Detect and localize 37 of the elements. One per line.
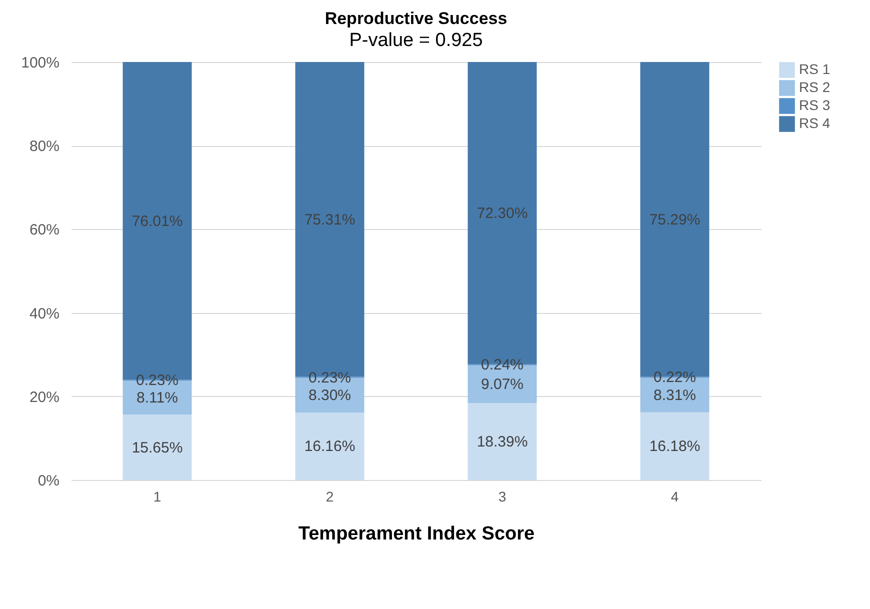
legend-label: RS 2 <box>799 79 830 95</box>
x-tick-label: 3 <box>498 488 506 504</box>
bar <box>468 403 537 480</box>
bar <box>295 412 364 480</box>
y-tick-label: 80% <box>29 138 60 156</box>
y-tick-label: 60% <box>29 222 60 239</box>
data-label: 18.39% <box>476 434 528 451</box>
data-label: 72.30% <box>476 205 528 222</box>
y-tick-label: 40% <box>29 305 60 322</box>
y-tick-label: 100% <box>21 54 60 72</box>
data-label: 0.23% <box>308 369 352 386</box>
data-label: 16.18% <box>649 438 700 456</box>
bar <box>122 414 192 480</box>
x-axis-title: Temperament Index Score <box>298 524 535 544</box>
chart-title: Reproductive Success <box>324 9 508 28</box>
data-label: 75.31% <box>304 211 356 228</box>
legend-label: RS 3 <box>799 97 830 113</box>
legend-label: RS 1 <box>799 61 830 77</box>
data-label: 0.24% <box>480 356 524 374</box>
y-tick-label: 20% <box>29 388 60 406</box>
data-label: 0.23% <box>136 372 179 390</box>
data-label: 0.22% <box>653 369 696 386</box>
data-label: 9.07% <box>480 376 524 394</box>
bar <box>640 412 710 480</box>
x-tick-label: 4 <box>670 488 679 504</box>
data-label: 76.01% <box>132 212 183 230</box>
x-tick-label: 2 <box>326 488 334 504</box>
data-label: 8.31% <box>653 387 696 404</box>
data-label: 75.29% <box>649 211 700 228</box>
data-label: 15.65% <box>132 439 183 456</box>
data-label: 16.16% <box>304 438 356 456</box>
data-label: 8.11% <box>136 390 178 407</box>
data-label: 8.30% <box>308 387 352 404</box>
y-tick-label: 0% <box>38 472 60 490</box>
chart-subtitle: P-value = 0.925 <box>349 30 483 51</box>
legend-label: RS 4 <box>799 115 830 131</box>
x-tick-label: 1 <box>153 488 162 504</box>
